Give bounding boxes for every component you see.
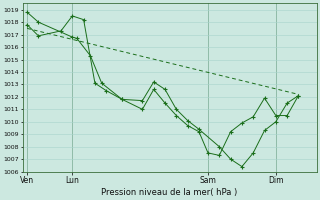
X-axis label: Pression niveau de la mer( hPa ): Pression niveau de la mer( hPa ): [101, 188, 238, 197]
